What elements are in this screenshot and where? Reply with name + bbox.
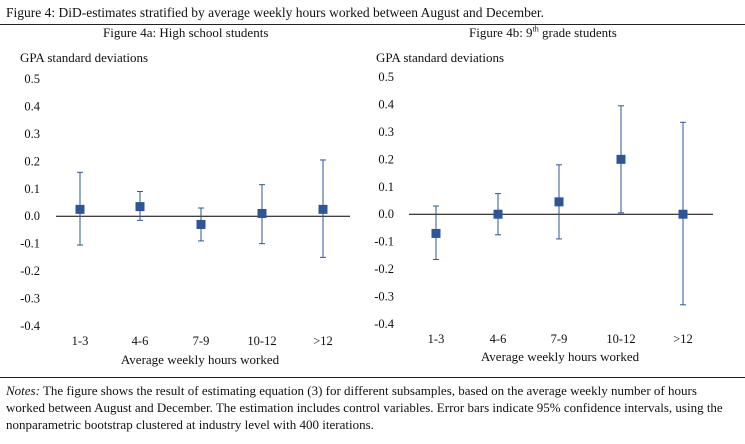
figure-title: Figure 4: DiD-estimates stratified by av… (6, 5, 544, 20)
notes-text: The figure shows the result of estimatin… (6, 383, 723, 432)
panel-b-estimate-marker (493, 209, 503, 219)
panel-b-estimate-marker (431, 228, 441, 238)
panel-b-title-sup: th (532, 24, 539, 34)
panel-a-y-tick-label: -0.3 (20, 292, 40, 306)
panel-b-y-tick-label: 0.1 (378, 180, 394, 194)
panel-b-y-axis-label: GPA standard deviations (376, 50, 504, 65)
panel-b-title: Figure 4b: 9th grade students (469, 25, 617, 41)
bottom-rule (0, 377, 745, 378)
panel-b-y-tick-label: 0.3 (378, 125, 394, 139)
panel-b-x-tick-label: 4-6 (490, 332, 507, 346)
panel-a-y-tick-label: -0.4 (20, 319, 41, 333)
panel-a-y-tick-label: 0.2 (24, 154, 40, 168)
panel-a-estimate-marker (257, 208, 267, 218)
panel-b-estimate-marker (616, 154, 626, 164)
panel-b-x-tick-label: 10-12 (606, 332, 635, 346)
panel-a-y-tick-label: -0.2 (20, 264, 40, 278)
panel-b-estimate-marker (554, 197, 564, 207)
figure-notes: Notes: The figure shows the result of es… (6, 382, 739, 433)
panel-a-x-tick-label: >12 (313, 334, 333, 348)
panel-a-x-tick-label: 4-6 (132, 334, 149, 348)
panel-b-x-tick-label: 7-9 (551, 332, 568, 346)
panel-b-x-tick-label: 1-3 (428, 332, 445, 346)
panel-b-x-tick-label: >12 (673, 332, 693, 346)
notes-label: Notes: (6, 383, 40, 398)
panel-b-x-axis-label: Average weekly hours worked (481, 349, 640, 364)
panel-a-x-axis-label: Average weekly hours worked (121, 352, 280, 367)
panel-a-estimate-marker (75, 204, 85, 214)
panel-a-y-tick-label: 0.5 (24, 72, 40, 86)
panel-b-title-post: grade students (538, 25, 617, 40)
panel-b-y-tick-label: 0.2 (378, 152, 394, 166)
top-rule (0, 24, 745, 25)
panel-a-y-tick-label: 0.3 (24, 127, 40, 141)
panel-a-estimate-marker (318, 204, 328, 214)
panel-b-title-pre: Figure 4b: 9 (469, 25, 533, 40)
panel-b-y-tick-label: -0.2 (374, 262, 394, 276)
panel-b-y-tick-label: 0.5 (378, 70, 394, 84)
panel-b-y-tick-label: -0.3 (374, 290, 394, 304)
panel-a-y-tick-label: 0.1 (24, 182, 40, 196)
panel-a-y-tick-label: -0.1 (20, 237, 40, 251)
panel-a-title: Figure 4a: High school students (103, 25, 269, 40)
panel-a-y-tick-label: 0.4 (24, 99, 40, 113)
panel-a-y-tick-label: 0.0 (24, 209, 40, 223)
panel-b-estimate-marker (678, 209, 688, 219)
panel-b-y-tick-label: 0.4 (378, 97, 394, 111)
panel-b-y-tick-label: 0.0 (378, 207, 394, 221)
panel-a-x-tick-label: 10-12 (247, 334, 276, 348)
panel-a-estimate-marker (135, 202, 145, 212)
panel-a-x-tick-label: 1-3 (72, 334, 89, 348)
panel-a-y-axis-label: GPA standard deviations (20, 50, 148, 65)
panel-a-estimate-marker (196, 219, 206, 229)
panel-a-x-tick-label: 7-9 (193, 334, 210, 348)
panel-b-y-tick-label: -0.1 (374, 235, 394, 249)
panel-b-y-tick-label: -0.4 (374, 317, 395, 331)
